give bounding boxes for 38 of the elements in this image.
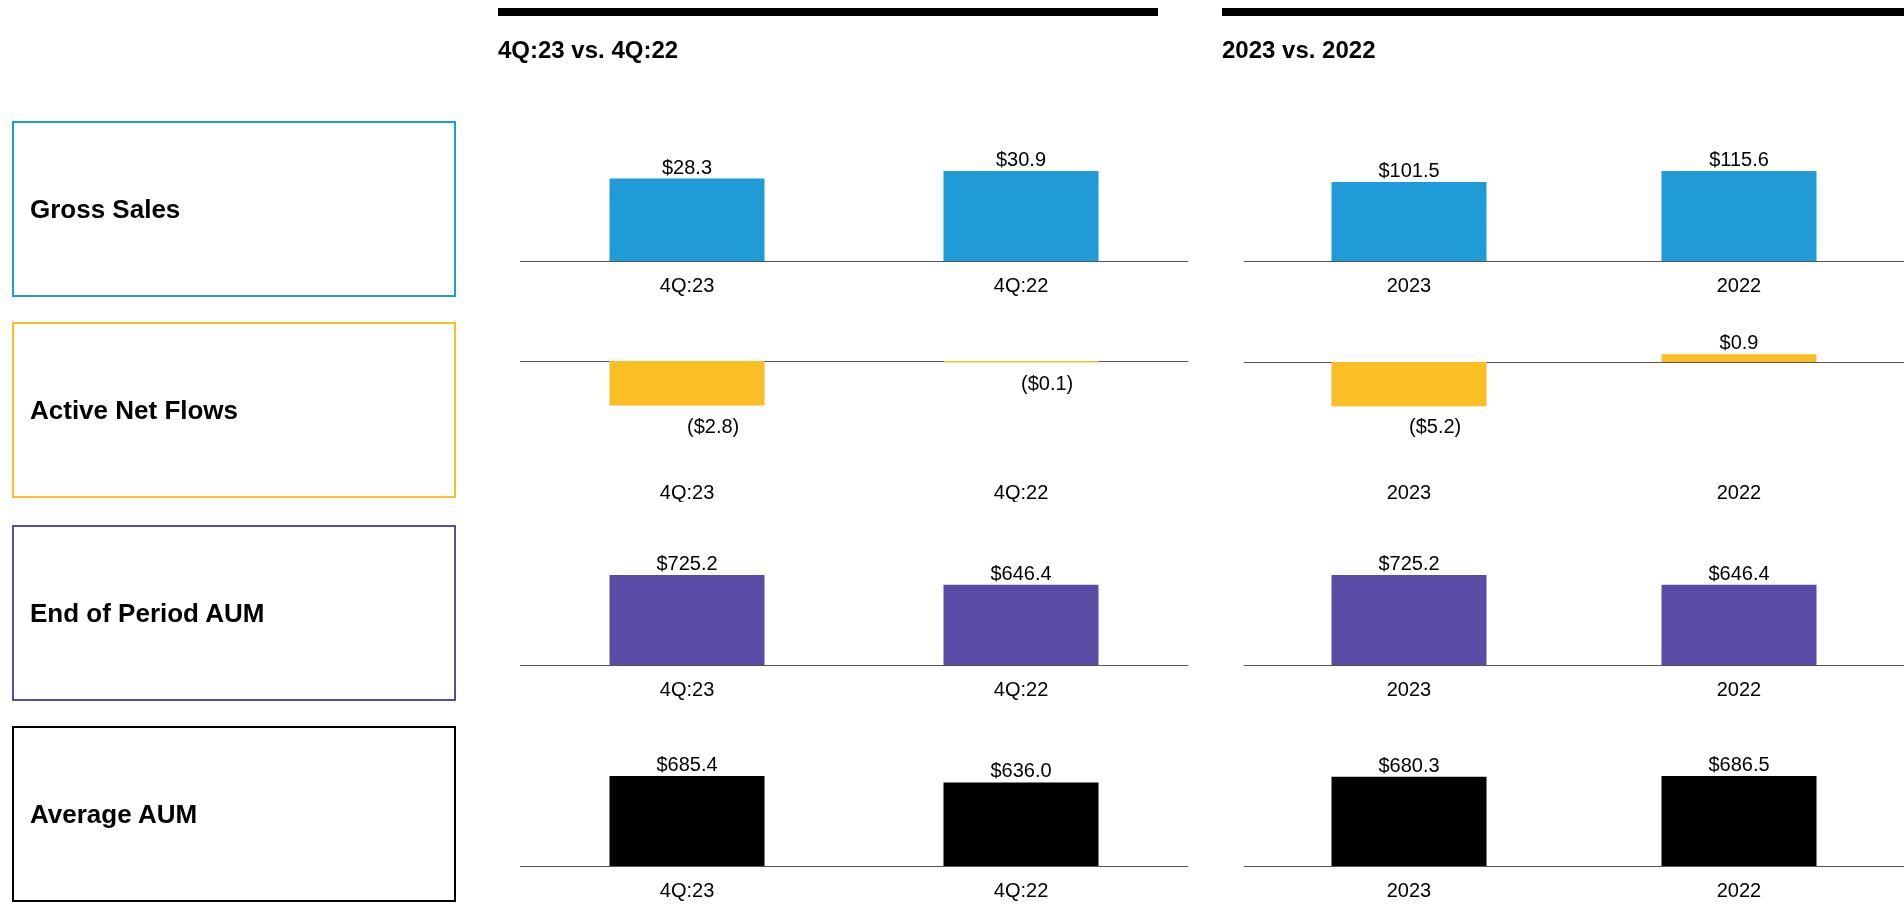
chart-title: 2023 vs. 2022 xyxy=(1222,8,1904,64)
data-label: $680.3 xyxy=(1378,753,1440,776)
x-tick-label: 4Q:23 xyxy=(659,481,715,503)
data-label: $115.6 xyxy=(1709,148,1769,170)
x-tick-label: 2023 xyxy=(1386,879,1432,901)
data-label: $686.5 xyxy=(1708,753,1770,775)
data-label: ($5.2) xyxy=(1409,415,1462,438)
data-label: ($2.8) xyxy=(687,414,740,437)
x-tick-label: 4Q:22 xyxy=(993,678,1049,700)
x-tick-label: 2022 xyxy=(1716,481,1762,503)
data-label: $30.9 xyxy=(995,148,1047,170)
x-tick-label: 2023 xyxy=(1386,481,1432,503)
x-tick-label: 4Q:23 xyxy=(659,678,715,700)
x-tick-label: 2022 xyxy=(1716,274,1762,296)
data-label: $28.3 xyxy=(661,155,713,178)
data-label: $646.4 xyxy=(990,561,1052,584)
x-tick-label: 2023 xyxy=(1386,678,1432,700)
data-label: $101.5 xyxy=(1378,158,1440,181)
x-tick-label: 2023 xyxy=(1386,274,1432,296)
chart-title: 4Q:23 vs. 4Q:22 xyxy=(498,8,1158,64)
y-axis-title: Active Net Flows xyxy=(12,322,456,498)
x-tick-label: 4Q:23 xyxy=(659,879,715,901)
data-label: $636.0 xyxy=(990,759,1052,782)
y-axis-title: Gross Sales xyxy=(12,121,456,297)
x-tick-label: 4Q:22 xyxy=(993,274,1049,296)
data-label: $646.4 xyxy=(1708,561,1770,584)
x-tick-label: 2022 xyxy=(1716,879,1762,901)
x-tick-label: 2022 xyxy=(1716,678,1762,700)
x-tick-label: 4Q:22 xyxy=(993,879,1049,901)
y-axis-title: End of Period AUM xyxy=(12,525,456,701)
data-label: $725.2 xyxy=(656,552,718,574)
data-label: $685.4 xyxy=(656,753,718,775)
y-axis-title: Average AUM xyxy=(12,726,456,902)
x-tick-label: 4Q:23 xyxy=(659,274,715,296)
data-label: $0.9 xyxy=(1719,331,1759,354)
data-label: $725.2 xyxy=(1378,552,1440,574)
x-tick-label: 4Q:22 xyxy=(993,481,1049,503)
data-label: ($0.1) xyxy=(1021,371,1074,394)
